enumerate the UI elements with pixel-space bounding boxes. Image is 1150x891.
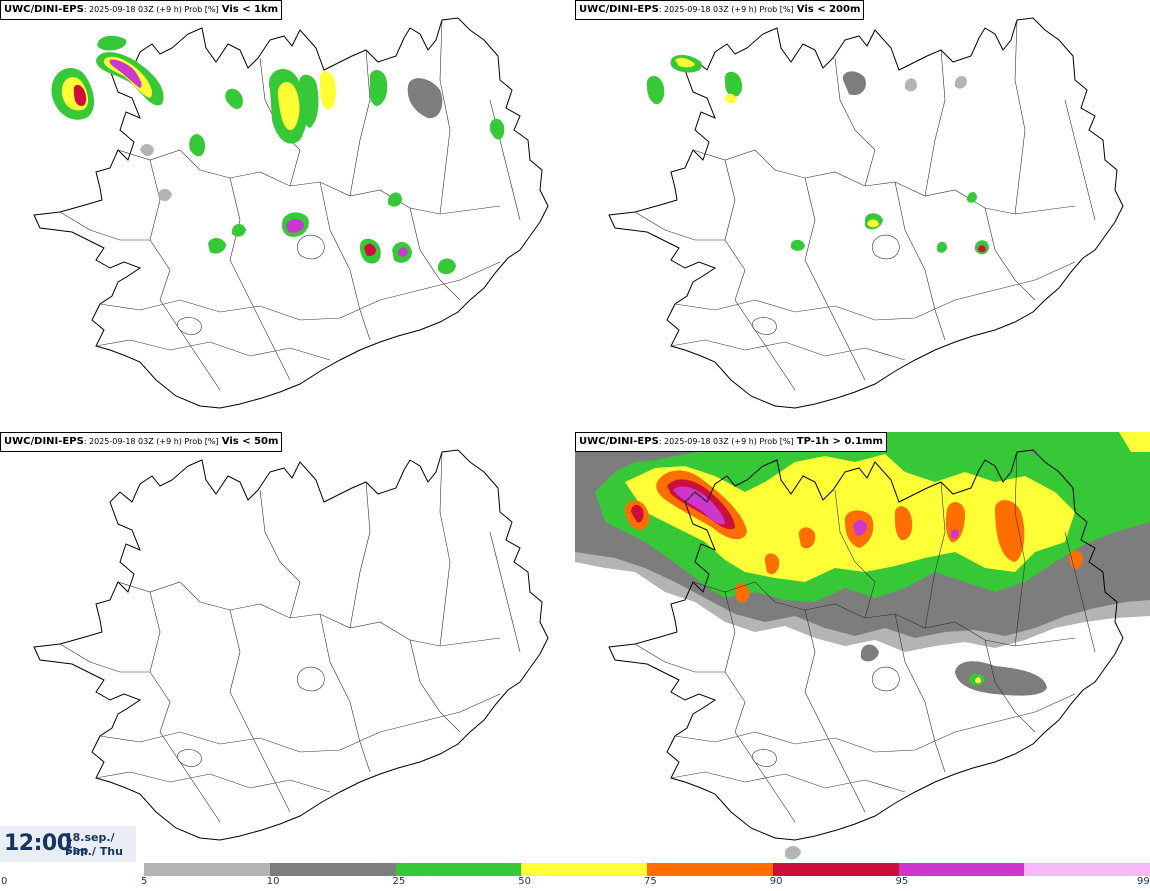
panel-title: UWC/DINI-EPS: 2025-09-18 03Z (+9 h) Prob… — [575, 432, 887, 452]
valid-time-box: 12:00 18.sep./ Sep Fim./ Thu — [0, 826, 136, 862]
run-info: : 2025-09-18 03Z (+9 h) Prob [%] — [83, 5, 219, 14]
map-panel-vis-1km: UWC/DINI-EPS: 2025-09-18 03Z (+9 h) Prob… — [0, 0, 575, 430]
map-panel-vis-50m: UWC/DINI-EPS: 2025-09-18 03Z (+9 h) Prob… — [0, 432, 575, 862]
legend-tick-label: 99 — [1137, 876, 1150, 887]
legend-swatch — [898, 863, 1025, 876]
prob-shading-precip — [575, 432, 1150, 860]
threshold-label: Vis < 1km — [221, 4, 279, 15]
map-panel-precip: UWC/DINI-EPS: 2025-09-18 03Z (+9 h) Prob… — [575, 432, 1150, 862]
legend-swatch — [772, 863, 899, 876]
model-name: UWC/DINI-EPS — [4, 4, 84, 15]
legend-tick-label: 5 — [141, 876, 148, 887]
prob-shading-vis-200m — [646, 54, 989, 255]
legend-colorbar — [144, 863, 1150, 876]
legend-swatch — [144, 863, 270, 876]
model-name: UWC/DINI-EPS — [579, 436, 659, 447]
legend-swatch — [1024, 863, 1150, 876]
run-info: : 2025-09-18 03Z (+9 h) Prob [%] — [658, 5, 794, 14]
map-vis-1km — [0, 0, 575, 430]
panel-title: UWC/DINI-EPS: 2025-09-18 03Z (+9 h) Prob… — [0, 0, 283, 20]
threshold-label: Vis < 50m — [221, 436, 279, 447]
valid-date: 18.sep./ Sep — [65, 831, 115, 857]
map-vis-50m — [0, 432, 575, 862]
legend-tick-label: 90 — [769, 876, 783, 887]
legend-tick-label: 10 — [266, 876, 280, 887]
legend-swatch — [395, 863, 522, 876]
model-name: UWC/DINI-EPS — [4, 436, 84, 447]
threshold-label: Vis < 200m — [796, 4, 861, 15]
run-info: : 2025-09-18 03Z (+9 h) Prob [%] — [83, 437, 219, 446]
panel-title: UWC/DINI-EPS: 2025-09-18 03Z (+9 h) Prob… — [0, 432, 283, 452]
legend-swatch — [269, 863, 396, 876]
model-name: UWC/DINI-EPS — [579, 4, 659, 15]
map-panel-vis-200m: UWC/DINI-EPS: 2025-09-18 03Z (+9 h) Prob… — [575, 0, 1150, 430]
map-vis-200m — [575, 0, 1150, 430]
run-info: : 2025-09-18 03Z (+9 h) Prob [%] — [658, 437, 794, 446]
panel-title: UWC/DINI-EPS: 2025-09-18 03Z (+9 h) Prob… — [575, 0, 865, 20]
legend-tick-label: 0 — [1, 876, 8, 887]
legend-tick-label: 95 — [895, 876, 909, 887]
legend-swatch — [521, 863, 647, 876]
valid-weekday: Fim./ Thu — [65, 845, 123, 858]
prob-shading-vis-1km — [51, 35, 505, 275]
legend-tick-label: 25 — [392, 876, 406, 887]
valid-time: 12:00 — [4, 831, 72, 856]
legend-swatch — [647, 863, 773, 876]
threshold-label: TP-1h > 0.1mm — [796, 436, 883, 447]
legend-tick-label: 50 — [518, 876, 531, 887]
legend-tick-label: 75 — [644, 876, 657, 887]
map-precip — [575, 432, 1150, 860]
